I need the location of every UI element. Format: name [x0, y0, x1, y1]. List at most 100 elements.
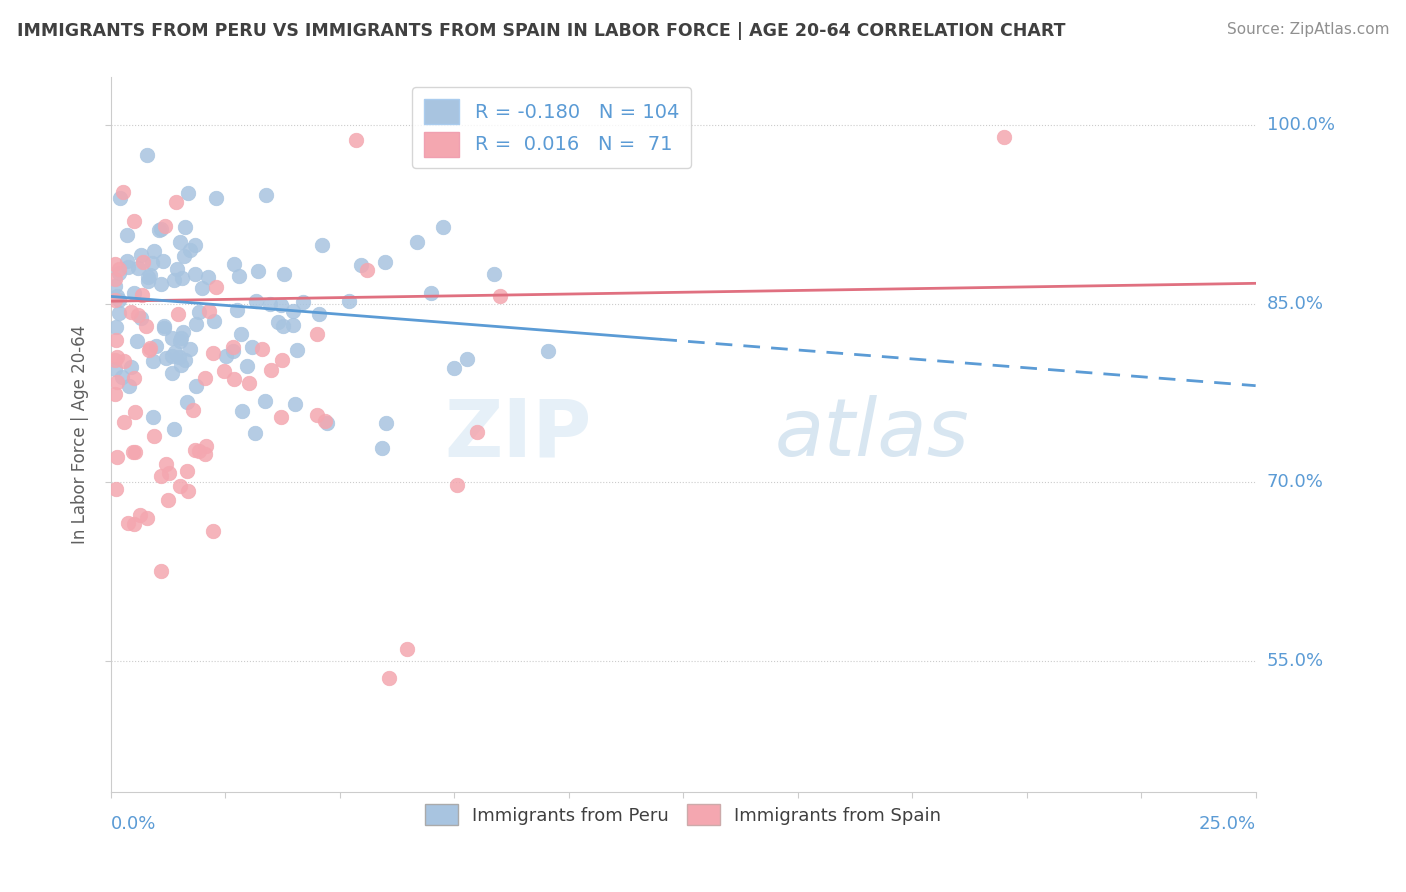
Point — [163, 273, 186, 287]
Point — [184, 317, 207, 331]
Point — [270, 409, 292, 424]
Point — [374, 417, 396, 431]
Point — [179, 342, 201, 356]
Point — [350, 258, 373, 272]
Point — [105, 351, 128, 365]
Point — [118, 379, 141, 393]
Point — [307, 326, 329, 341]
Point — [537, 344, 560, 359]
Point — [246, 263, 269, 277]
Point — [174, 352, 197, 367]
Point — [105, 376, 128, 390]
Point — [162, 422, 184, 436]
Point — [169, 478, 191, 492]
Text: 55.0%: 55.0% — [1267, 651, 1324, 670]
Point — [311, 237, 333, 252]
Point — [378, 672, 401, 686]
Text: 70.0%: 70.0% — [1267, 473, 1323, 491]
Point — [115, 254, 138, 268]
Point — [222, 257, 245, 271]
Point — [339, 293, 361, 308]
Point — [108, 293, 131, 308]
Point — [285, 343, 308, 357]
Point — [170, 271, 193, 285]
Point — [443, 361, 465, 376]
Point — [226, 303, 249, 318]
Point — [108, 191, 131, 205]
Text: 0.0%: 0.0% — [111, 815, 156, 833]
Point — [170, 358, 193, 372]
Point — [314, 414, 336, 428]
Point — [122, 370, 145, 384]
Point — [166, 307, 188, 321]
Point — [136, 274, 159, 288]
Point — [104, 353, 127, 368]
Point — [284, 397, 307, 411]
Point — [122, 444, 145, 458]
Point — [267, 315, 290, 329]
Point — [250, 342, 273, 356]
Point — [122, 285, 145, 300]
Point — [117, 260, 139, 275]
Point — [136, 511, 159, 525]
Point — [205, 280, 228, 294]
Point — [484, 267, 506, 281]
Point — [184, 442, 207, 457]
Point — [142, 354, 165, 368]
Point — [271, 318, 294, 333]
Point — [236, 359, 259, 373]
Point — [150, 222, 173, 236]
Point — [104, 387, 127, 401]
Point — [169, 235, 191, 250]
Point — [270, 298, 292, 312]
Point — [124, 404, 146, 418]
Point — [104, 279, 127, 293]
Point — [202, 345, 225, 359]
Text: 100.0%: 100.0% — [1267, 116, 1334, 134]
Point — [155, 457, 177, 471]
Point — [160, 349, 183, 363]
Point — [432, 220, 454, 235]
Point — [231, 404, 253, 418]
Point — [173, 249, 195, 263]
Point — [112, 415, 135, 429]
Point — [194, 371, 217, 385]
Point — [238, 376, 260, 390]
Point — [229, 327, 252, 342]
Point — [115, 227, 138, 242]
Point — [142, 429, 165, 443]
Point — [165, 194, 187, 209]
Point — [112, 354, 135, 368]
Point — [132, 254, 155, 268]
Point — [153, 219, 176, 233]
Point — [197, 304, 219, 318]
Point — [104, 361, 127, 376]
Point — [131, 248, 153, 262]
Point — [104, 320, 127, 334]
Point — [177, 483, 200, 498]
Point — [153, 320, 176, 334]
Point — [149, 277, 172, 291]
Point — [283, 304, 305, 318]
Point — [145, 339, 167, 353]
Point — [281, 318, 304, 332]
Point — [308, 306, 330, 320]
Point — [181, 403, 204, 417]
Point — [170, 331, 193, 345]
Text: atlas: atlas — [775, 395, 970, 474]
Point — [125, 334, 148, 348]
Point — [245, 426, 267, 441]
Point — [173, 219, 195, 234]
Point — [155, 351, 177, 366]
Point — [117, 516, 139, 531]
Text: Source: ZipAtlas.com: Source: ZipAtlas.com — [1226, 22, 1389, 37]
Point — [176, 394, 198, 409]
Point — [420, 286, 443, 301]
Point — [176, 464, 198, 478]
Point — [148, 223, 170, 237]
Point — [456, 351, 478, 366]
Text: IMMIGRANTS FROM PERU VS IMMIGRANTS FROM SPAIN IN LABOR FORCE | AGE 20-64 CORRELA: IMMIGRANTS FROM PERU VS IMMIGRANTS FROM … — [17, 22, 1066, 40]
Y-axis label: In Labor Force | Age 20-64: In Labor Force | Age 20-64 — [72, 325, 89, 544]
Point — [191, 281, 214, 295]
Point — [406, 235, 429, 250]
